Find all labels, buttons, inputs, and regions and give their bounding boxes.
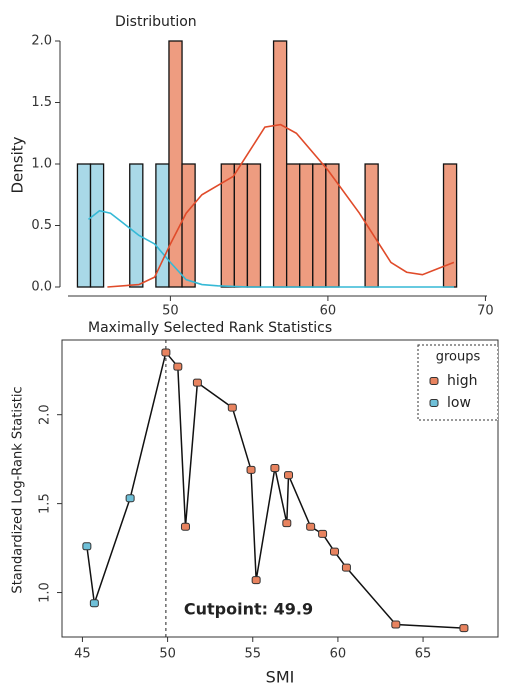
histogram-bar	[442, 163, 458, 288]
y-tick-label: 1.0	[38, 582, 53, 603]
histogram-bar	[285, 163, 301, 288]
histogram-bar	[272, 40, 288, 288]
x-tick-label: 70	[477, 304, 494, 319]
x-tick-label: 50	[162, 304, 179, 319]
point	[192, 378, 202, 387]
histogram-bar	[246, 163, 262, 288]
x-axis-label: SMI	[266, 668, 295, 687]
legend-label: high	[447, 373, 478, 389]
connecting-line	[86, 350, 464, 629]
x-tick-label: 65	[415, 647, 432, 662]
cutpoint-annotation: Cutpoint: 49.9	[184, 600, 313, 619]
histogram-bar	[181, 163, 196, 288]
legend-label: low	[447, 395, 471, 411]
chart-title: Distribution	[115, 14, 197, 30]
histogram-bar	[233, 163, 249, 288]
point	[125, 494, 135, 503]
histogram-bar	[168, 40, 183, 288]
histogram-bar	[89, 163, 105, 288]
histogram-bar	[299, 163, 314, 288]
chart-title: Maximally Selected Rank Statistics	[88, 320, 332, 336]
histogram-bar	[312, 163, 327, 288]
point	[284, 471, 294, 480]
y-axis-label: Standardized Log-Rank Statistic	[11, 386, 26, 593]
x-tick-label: 55	[244, 647, 261, 662]
x-tick-label: 60	[320, 304, 337, 319]
histogram-bar	[129, 163, 144, 288]
point	[330, 547, 339, 556]
histogram-bar	[76, 163, 92, 288]
point	[318, 529, 328, 538]
y-tick-label: 1.5	[38, 493, 53, 514]
point	[227, 403, 237, 412]
point	[246, 465, 256, 474]
point	[251, 576, 261, 585]
point	[270, 464, 280, 473]
density-curve	[87, 209, 454, 288]
point	[173, 362, 183, 371]
point	[341, 563, 351, 572]
point	[82, 542, 92, 551]
point	[306, 522, 316, 531]
legend-title: groups	[436, 350, 481, 365]
y-tick-label: 0.5	[31, 218, 52, 233]
panel	[61, 339, 499, 638]
point	[161, 348, 171, 357]
point	[89, 599, 99, 608]
point	[282, 519, 292, 528]
x-tick-label: 45	[74, 647, 91, 662]
point	[391, 620, 401, 629]
y-tick-label: 0.0	[31, 280, 52, 295]
point	[459, 624, 469, 633]
y-tick-label: 1.5	[31, 95, 52, 110]
x-tick-label: 60	[330, 647, 347, 662]
y-tick-label: 2.0	[31, 34, 52, 49]
y-tick-label: 1.0	[31, 157, 52, 172]
legend-swatch	[429, 399, 439, 407]
density-curve	[107, 123, 455, 288]
x-tick-label: 50	[159, 647, 176, 662]
y-tick-label: 2.0	[38, 404, 53, 425]
legend-swatch	[429, 377, 439, 385]
y-axis-label: Density	[9, 136, 27, 193]
point	[180, 522, 190, 531]
